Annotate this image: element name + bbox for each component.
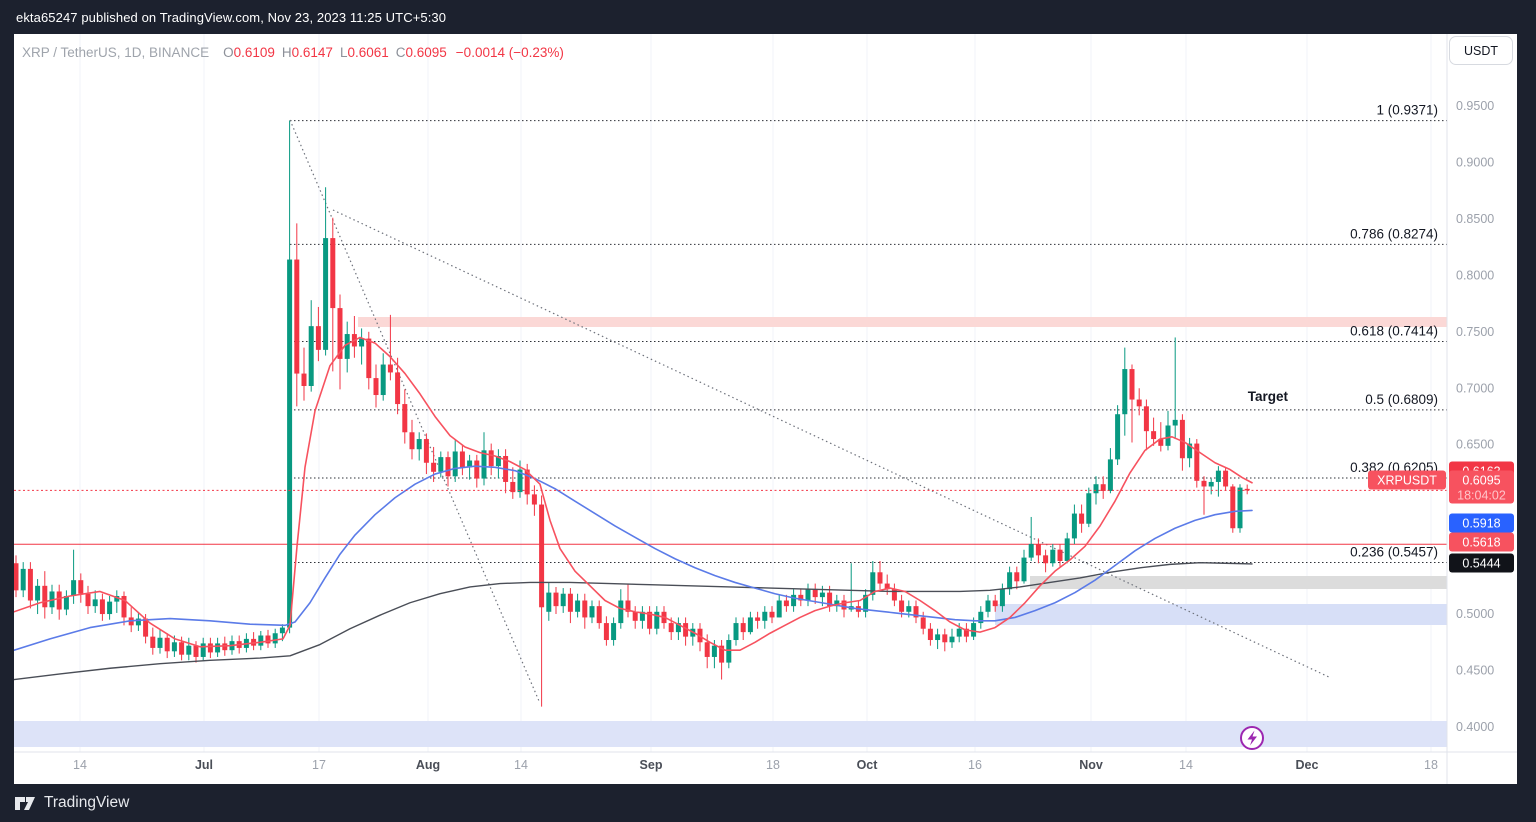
- svg-text:Oct: Oct: [857, 758, 879, 772]
- mid-ma: [14, 465, 1253, 651]
- svg-text:0.9500: 0.9500: [1456, 99, 1494, 113]
- close-label: C: [395, 44, 406, 60]
- svg-text:0.7500: 0.7500: [1456, 325, 1494, 339]
- highlight-bands: [14, 317, 1447, 747]
- svg-text:18: 18: [766, 758, 780, 772]
- svg-text:0.5000: 0.5000: [1456, 607, 1494, 621]
- svg-text:Aug: Aug: [416, 758, 440, 772]
- open-label: O: [223, 44, 234, 60]
- svg-text:0.786 (0.8274): 0.786 (0.8274): [1350, 226, 1438, 241]
- low-value: 0.6061: [347, 44, 389, 60]
- low-label: L: [339, 44, 348, 60]
- svg-text:0.5 (0.6809): 0.5 (0.6809): [1365, 392, 1438, 407]
- fib-labels: 1 (0.9371) 0.786 (0.8274) 0.618 (0.7414) 0.…: [1350, 103, 1438, 560]
- svg-text:16: 16: [968, 758, 982, 772]
- ohlc-values: O 0.6109 H 0.6147 L 0.6061 C 0.6095 −0.0014 (−0.…: [223, 45, 564, 60]
- publish-text: ekta65247 published on TradingView.com, …: [16, 9, 447, 25]
- footer-bar: TradingView: [0, 784, 1536, 822]
- svg-text:0.618 (0.7414): 0.618 (0.7414): [1350, 324, 1438, 339]
- svg-text:0.8000: 0.8000: [1456, 268, 1494, 282]
- price-badges[interactable]: 0.6163XRPUSDT0.609518:04:020.59180.56180…: [1368, 461, 1514, 573]
- svg-text:17: 17: [312, 758, 326, 772]
- dotted-trendlines[interactable]: [289, 119, 1332, 702]
- svg-text:0.7000: 0.7000: [1456, 381, 1494, 395]
- svg-text:0.6500: 0.6500: [1456, 438, 1494, 452]
- axis-separators: [14, 34, 1517, 784]
- currency-toggle-button[interactable]: USDT: [1449, 36, 1513, 65]
- svg-text:Dec: Dec: [1296, 758, 1319, 772]
- svg-text:1 (0.9371): 1 (0.9371): [1376, 103, 1438, 118]
- svg-text:18:04:02: 18:04:02: [1457, 489, 1506, 503]
- open-value: 0.6109: [233, 44, 275, 60]
- svg-text:0.9000: 0.9000: [1456, 155, 1494, 169]
- svg-text:14: 14: [514, 758, 528, 772]
- slow-ma: [14, 561, 1253, 681]
- publish-bar: ekta65247 published on TradingView.com, …: [0, 0, 1536, 34]
- svg-text:14: 14: [1179, 758, 1193, 772]
- symbol-ohlc-bar: XRP / TetherUS, 1D, BINANCE O 0.6109 H 0.61…: [22, 39, 564, 65]
- svg-text:0.4500: 0.4500: [1456, 664, 1494, 678]
- svg-text:XRPUSDT: XRPUSDT: [1377, 474, 1437, 488]
- svg-text:0.8500: 0.8500: [1456, 212, 1494, 226]
- svg-text:0.4000: 0.4000: [1456, 720, 1494, 734]
- lightning-marker[interactable]: [1240, 726, 1264, 750]
- svg-text:0.236 (0.5457): 0.236 (0.5457): [1350, 544, 1438, 559]
- close-value: 0.6095: [405, 44, 447, 60]
- chart-canvas[interactable]: 1 (0.9371) 0.786 (0.8274) 0.618 (0.7414) 0.…: [14, 34, 1517, 784]
- svg-text:Nov: Nov: [1079, 758, 1103, 772]
- svg-text:0.5618: 0.5618: [1462, 536, 1500, 550]
- price-scale[interactable]: 0.9500 0.9000 0.8500 0.8000 0.7500 0.7000 0.65…: [1456, 99, 1494, 734]
- change-value: −0.0014 (−0.23%): [455, 44, 564, 60]
- high-label: H: [281, 44, 292, 60]
- symbol-title: XRP / TetherUS, 1D, BINANCE: [22, 44, 210, 60]
- svg-text:18: 18: [1424, 758, 1438, 772]
- svg-text:Sep: Sep: [640, 758, 663, 772]
- svg-text:0.6095: 0.6095: [1462, 474, 1500, 488]
- svg-text:Jul: Jul: [195, 758, 213, 772]
- fib-retracement-lines[interactable]: [290, 120, 1447, 563]
- fast-ma: [14, 336, 1253, 651]
- chart-panel: XRP / TetherUS, 1D, BINANCE O 0.6109 H 0.61…: [14, 34, 1517, 784]
- time-scale[interactable]: 14 Jul 17 Aug 14 Sep 18 Oct 16 Nov 14 Dec 18: [73, 758, 1438, 772]
- svg-text:14: 14: [73, 758, 87, 772]
- gridlines: [79, 34, 1432, 752]
- target-annotation: Target: [1248, 389, 1289, 404]
- tradingview-brand[interactable]: TradingView: [44, 794, 130, 811]
- tradingview-logo-icon[interactable]: [14, 793, 36, 813]
- high-value: 0.6147: [291, 44, 333, 60]
- svg-text:0.5444: 0.5444: [1462, 557, 1500, 571]
- svg-text:0.5918: 0.5918: [1462, 517, 1500, 531]
